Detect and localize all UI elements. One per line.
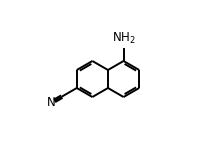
Text: N: N [47,96,56,109]
Text: NH$_2$: NH$_2$ [112,31,136,46]
